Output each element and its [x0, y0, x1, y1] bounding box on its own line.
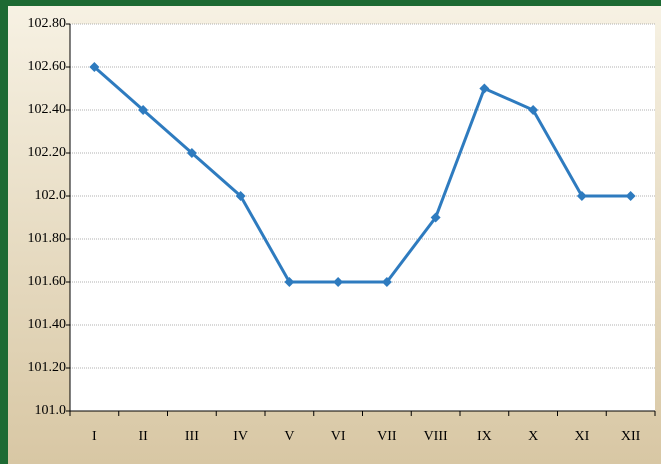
y-tick-label: 101.40: [28, 317, 67, 332]
marker: [528, 105, 539, 115]
x-tick-label: XII: [621, 429, 641, 444]
marker: [381, 277, 392, 287]
y-tick-label: 101.0: [35, 403, 67, 418]
marker: [186, 148, 197, 158]
x-tick-label: VI: [331, 429, 346, 444]
x-tick-label: III: [185, 429, 199, 444]
left-border: [0, 0, 8, 464]
y-tick-label: 102.0: [35, 188, 67, 203]
marker: [625, 191, 636, 201]
x-tick-label: II: [138, 429, 148, 444]
y-tick-label: 102.80: [28, 16, 67, 31]
marker: [576, 191, 587, 201]
x-tick-label: VII: [377, 429, 397, 444]
x-tick-label: XI: [574, 429, 589, 444]
top-border: [0, 0, 661, 6]
marker: [333, 277, 344, 287]
plot-area: [70, 24, 655, 411]
marker: [89, 62, 100, 72]
marker: [479, 83, 490, 94]
marker: [138, 105, 149, 115]
x-tick-label: I: [92, 429, 97, 444]
y-tick-label: 102.20: [28, 145, 67, 160]
y-tick-label: 102.60: [28, 59, 67, 74]
marker: [430, 212, 441, 223]
x-tick-label: IV: [233, 429, 248, 444]
y-tick-label: 101.20: [28, 360, 67, 375]
marker: [235, 191, 246, 201]
marker: [284, 277, 295, 287]
x-tick-label: V: [284, 429, 294, 444]
x-tick-label: VIII: [424, 429, 448, 444]
x-tick-label: X: [528, 429, 538, 444]
y-tick-label: 101.80: [28, 231, 67, 246]
y-tick-label: 102.40: [28, 102, 67, 117]
line: [93, 65, 631, 284]
x-tick-label: IX: [477, 429, 492, 444]
y-tick-label: 101.60: [28, 274, 67, 289]
